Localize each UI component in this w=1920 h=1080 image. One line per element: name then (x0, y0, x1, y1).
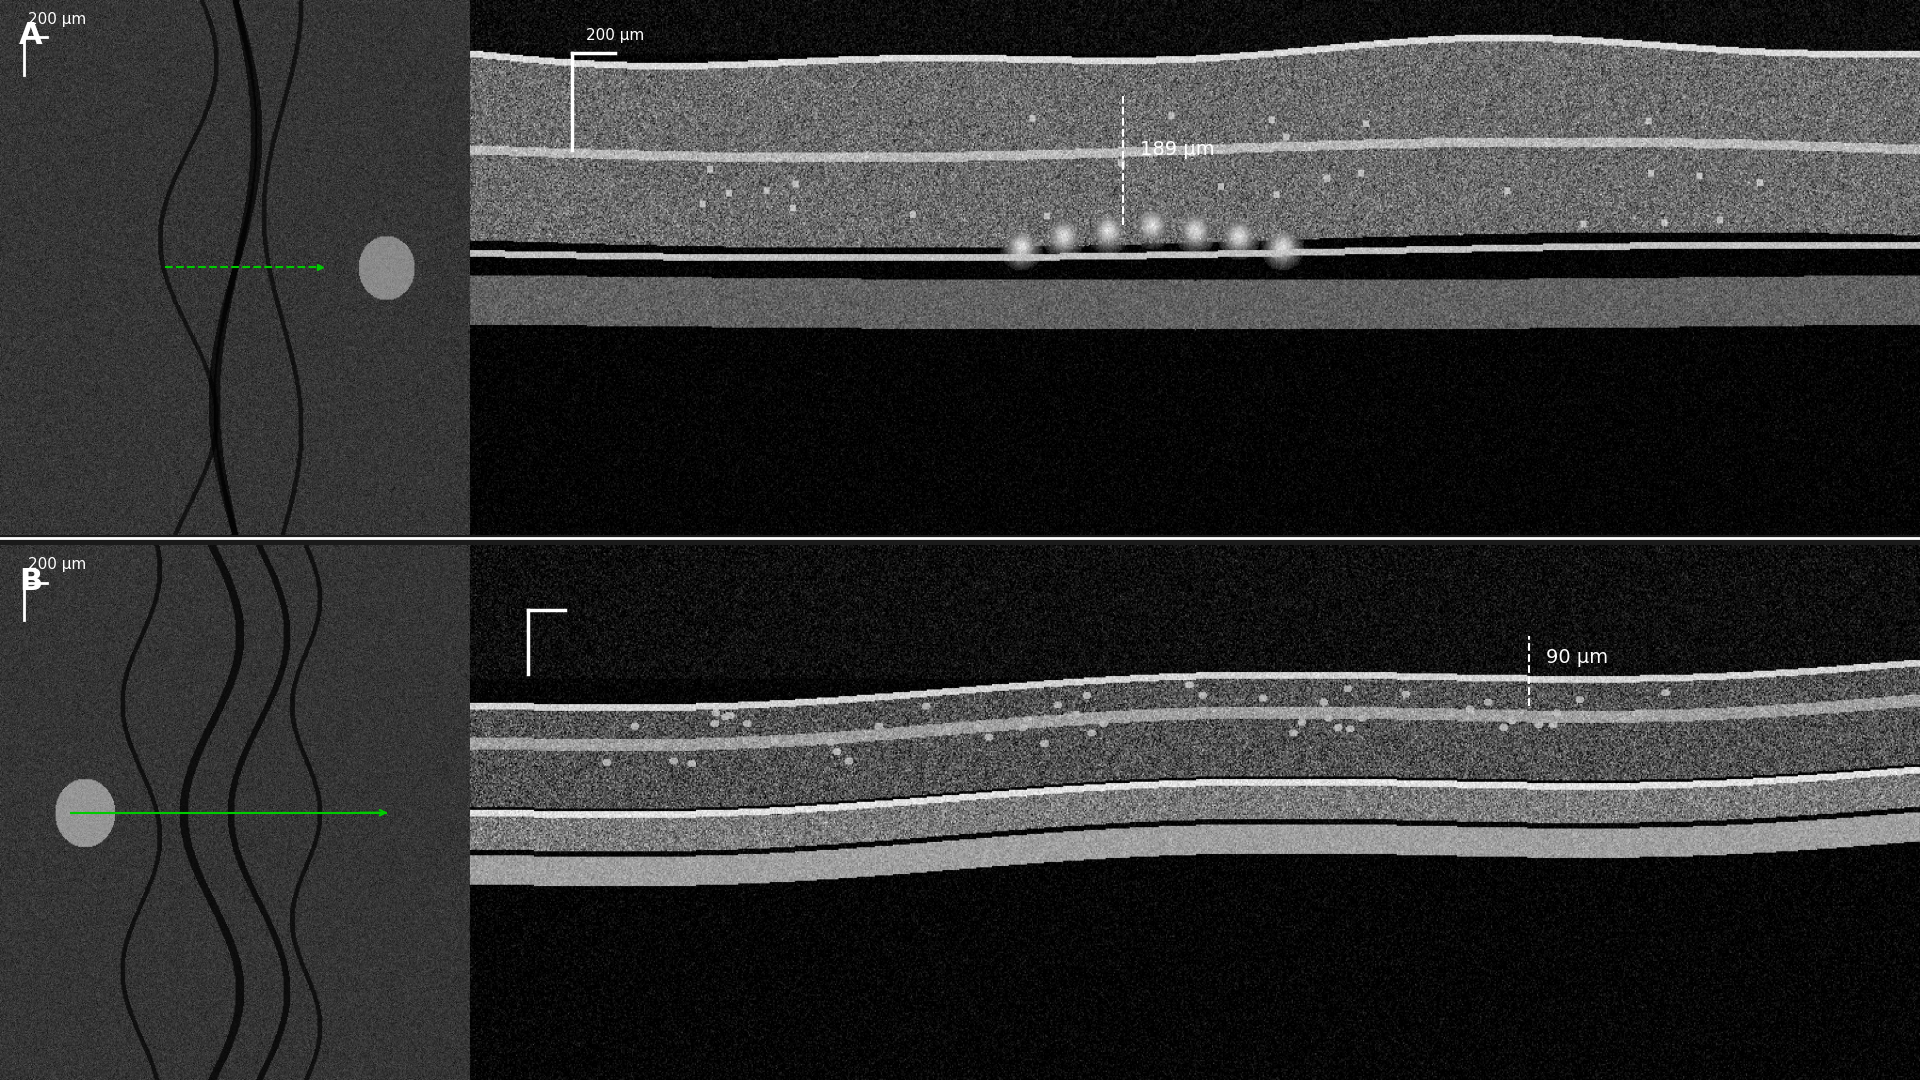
Text: A: A (19, 22, 42, 51)
Text: 189 μm: 189 μm (1140, 140, 1215, 159)
Text: B: B (19, 567, 42, 596)
Text: 200 μm: 200 μm (29, 557, 86, 572)
Text: 200 μm: 200 μm (586, 28, 645, 43)
Text: 90 μm: 90 μm (1546, 648, 1609, 667)
Text: 200 μm: 200 μm (29, 12, 86, 27)
